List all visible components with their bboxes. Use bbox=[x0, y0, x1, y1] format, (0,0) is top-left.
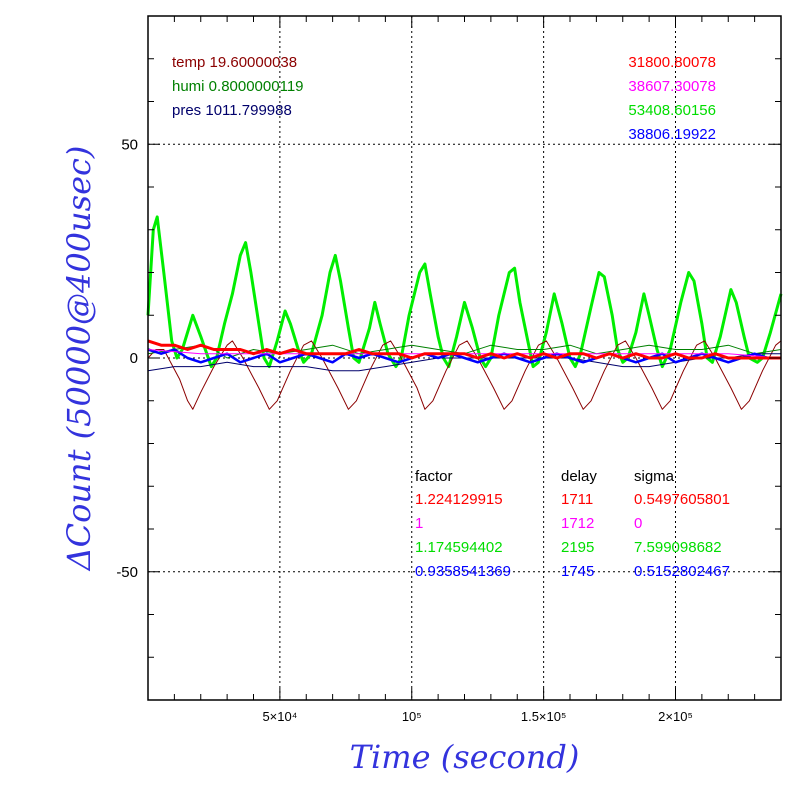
mean-label: 38607.30078 bbox=[628, 78, 716, 95]
table-cell-sigma: 0.5152802467 bbox=[634, 563, 730, 580]
table-cell-factor: 1 bbox=[415, 515, 423, 532]
y-tick-label: -50 bbox=[116, 564, 138, 581]
env-label: pres 1011.799988 bbox=[172, 102, 292, 119]
table-header: delay bbox=[561, 468, 597, 485]
table-cell-delay: 1745 bbox=[561, 563, 594, 580]
mean-label: 31800.80078 bbox=[628, 54, 716, 71]
env-label: temp 19.60000038 bbox=[172, 54, 297, 71]
table-cell-delay: 2195 bbox=[561, 539, 594, 556]
series-line bbox=[146, 215, 783, 369]
table-cell-sigma: 0.5497605801 bbox=[634, 491, 730, 508]
series-line bbox=[147, 340, 782, 410]
table-cell-delay: 1712 bbox=[561, 515, 594, 532]
table-cell-sigma: 7.599098682 bbox=[634, 539, 722, 556]
series-line bbox=[147, 339, 781, 360]
table-cell-sigma: 0 bbox=[634, 515, 642, 532]
series-line bbox=[147, 348, 781, 364]
x-tick-label: 5×10⁴ bbox=[262, 709, 297, 724]
table-header: sigma bbox=[634, 468, 675, 485]
x-tick-label: 1.5×10⁵ bbox=[521, 709, 567, 724]
y-axis-title: ΔCount (50000@400usec) bbox=[60, 146, 98, 573]
x-axis-title: Time (second) bbox=[350, 738, 580, 776]
axis-ticks bbox=[147, 15, 782, 701]
x-tick-label: 2×10⁵ bbox=[658, 709, 693, 724]
table-cell-factor: 1.224129915 bbox=[415, 491, 503, 508]
table-cell-factor: 1.174594402 bbox=[415, 539, 503, 556]
plot-labels: 5×10⁴ 10⁵ 1.5×10⁵ 2×10⁵ 50 0 -50 Time (second) Δ… bbox=[60, 54, 730, 776]
y-tick-label: 0 bbox=[130, 350, 138, 367]
table-header: factor bbox=[415, 468, 453, 485]
table-cell-factor: 0.9358541369 bbox=[415, 563, 511, 580]
mean-label: 38806.19922 bbox=[628, 126, 716, 143]
env-label: humi 0.8000000119 bbox=[172, 78, 304, 95]
series-group bbox=[146, 215, 783, 410]
y-tick-label: 50 bbox=[121, 136, 138, 153]
table-cell-delay: 1711 bbox=[561, 491, 593, 508]
mean-label: 53408.60156 bbox=[628, 102, 716, 119]
x-tick-label: 10⁵ bbox=[402, 709, 422, 724]
